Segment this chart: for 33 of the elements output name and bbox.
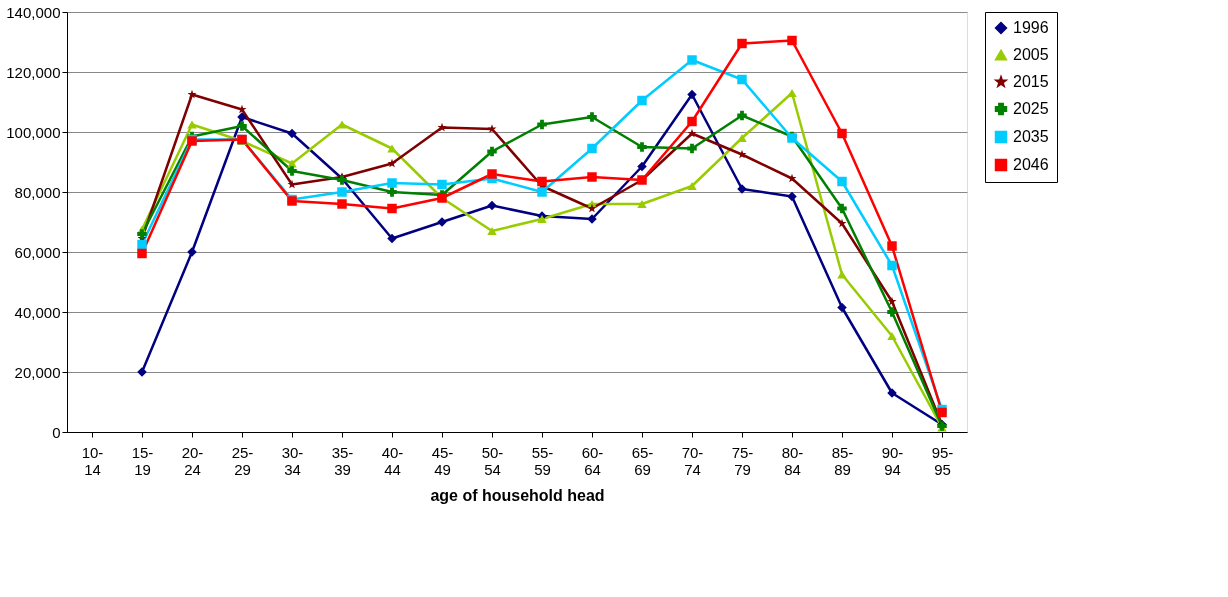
x-tick-label: 10-14 <box>81 443 104 478</box>
x-tick-label: 70-74 <box>681 443 704 478</box>
legend-label: 2005 <box>1013 46 1049 63</box>
x-tick-label: 50-54 <box>481 443 504 478</box>
x-tick-label: 65-69 <box>631 443 654 478</box>
legend-label: 1996 <box>1013 19 1049 36</box>
y-tick-label: 20,000 <box>14 363 61 381</box>
x-tick-label: 40-44 <box>381 443 404 478</box>
y-tick-label: 60,000 <box>14 243 61 261</box>
x-tick-label: 90-94 <box>881 443 904 478</box>
x-tick-label: 20-24 <box>181 443 204 478</box>
legend-label: 2046 <box>1013 156 1049 173</box>
y-tick-label: 80,000 <box>14 183 61 201</box>
x-tick-label: 60-64 <box>581 443 604 478</box>
legend-label: 2035 <box>1013 128 1049 145</box>
y-tick-label: 100,000 <box>6 123 61 141</box>
x-tick-label: 95-95 <box>931 443 954 478</box>
y-tick-label: 40,000 <box>14 303 61 321</box>
x-tick-label: 75-79 <box>731 443 754 478</box>
legend-label: 2015 <box>1013 73 1049 90</box>
x-tick-label: 85-89 <box>831 443 854 478</box>
x-tick-label: 45-49 <box>431 443 454 478</box>
x-tick-label: 25-29 <box>231 443 254 478</box>
x-tick-label: 15-19 <box>131 443 154 478</box>
x-tick-label: 30-34 <box>281 443 304 478</box>
x-tick-label: 80-84 <box>781 443 804 478</box>
x-tick-label: 35-39 <box>331 443 354 478</box>
y-tick-label: 120,000 <box>6 63 61 81</box>
legend-label: 2025 <box>1013 100 1049 117</box>
y-tick-label: 0 <box>52 423 61 441</box>
y-tick-label: 140,000 <box>6 3 61 21</box>
x-axis-title: age of household head <box>430 486 605 504</box>
x-tick-label: 55-59 <box>531 443 554 478</box>
